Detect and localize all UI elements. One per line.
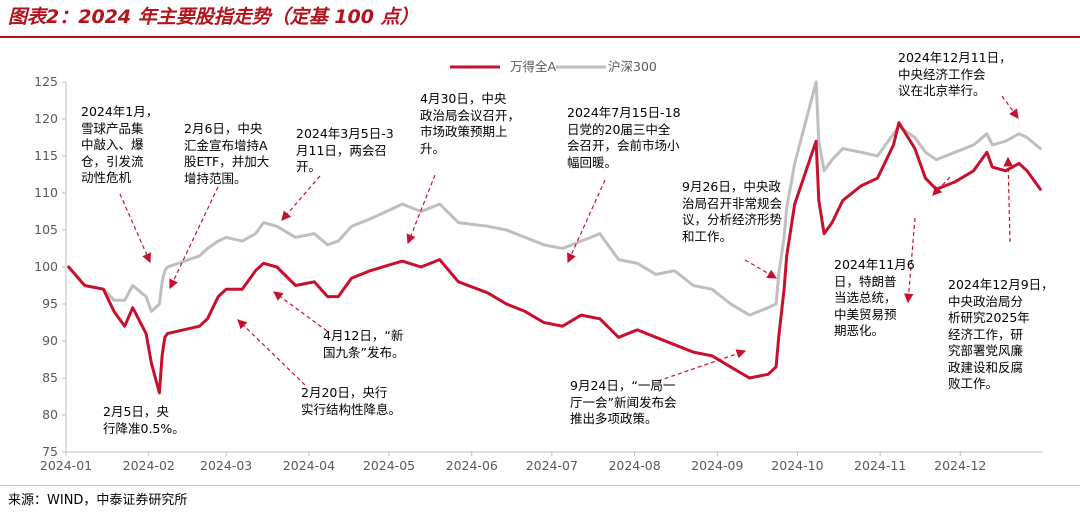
annotation-text: 2月20日，央行 实行结构性降息。 <box>301 385 402 417</box>
y-tick-label: 115 <box>34 148 58 163</box>
y-tick-label: 120 <box>34 111 58 126</box>
annotation-arrow <box>903 217 916 304</box>
annotation-arrow <box>657 349 747 382</box>
x-tick-label: 2024-12 <box>934 458 986 473</box>
y-tick-label: 90 <box>42 333 58 348</box>
legend-label: 万得全A <box>510 59 557 74</box>
annotation-arrow <box>1001 95 1019 119</box>
y-tick-label: 80 <box>42 407 58 422</box>
annotation-arrow <box>406 174 436 245</box>
annotation-arrows <box>119 95 1019 386</box>
title-divider <box>0 36 1080 38</box>
annotation-text: 2024年1月， 雪球产品集 中敲入、爆 仓，引发流 动性危机 <box>81 104 159 185</box>
annotation-text: 2024年12月9日， 中央政治局分 析研究2025年 经济工作，研 究部署党风… <box>948 277 1054 391</box>
y-tick-label: 105 <box>34 222 58 237</box>
series-line-wande-all-a <box>67 121 1042 395</box>
x-tick-label: 2024-02 <box>123 458 175 473</box>
x-tick-label: 2024-03 <box>200 458 252 473</box>
annotation-arrow <box>273 291 328 332</box>
x-tick-label: 2024-11 <box>854 458 906 473</box>
annotation-text: 2024年7月15日-18 日党的20届三中全 会召开，会前市场小 幅回暖。 <box>567 105 681 170</box>
x-tick-label: 2024-08 <box>608 458 660 473</box>
x-tick-label: 2024-10 <box>771 458 823 473</box>
chart-legend: 万得全A 沪深300 <box>450 59 657 74</box>
annotation-arrow <box>1003 156 1013 243</box>
y-tick-label: 100 <box>34 259 58 274</box>
chart-title: 图表2：2024 年主要股指走势（定基 100 点） <box>8 6 419 28</box>
annotation-arrow <box>169 186 219 290</box>
annotation-text: 2月6日，中央 汇金宣布增持A 股ETF，并加大 增持范围。 <box>184 121 270 186</box>
annotation-text: 2024年12月11日， 中央经济工作会 议在北京举行。 <box>898 50 1012 98</box>
y-tick-label: 95 <box>42 296 58 311</box>
annotation-text: 4月12日，“新 国九条”发布。 <box>323 328 405 360</box>
annotation-arrow <box>237 319 306 386</box>
x-tick-label: 2024-05 <box>363 458 415 473</box>
annotation-text: 2024年3月5日-3 月11日，两会召 开。 <box>296 126 394 174</box>
x-tick-label: 2024-01 <box>40 458 92 473</box>
annotation-text: 2024年11月6 日，特朗普 当选总统， 中美贸易预 期恶化。 <box>834 257 915 338</box>
annotation-arrow <box>567 179 606 264</box>
annotation-text: 9月24日，“一局一 厅一会”新闻发布会 推出多项政策。 <box>570 378 677 426</box>
y-tick-label: 125 <box>34 74 58 89</box>
annotation-text: 4月30日，中央 政治局会议召开， 市场政策预期上 升。 <box>420 91 521 156</box>
source-divider <box>0 485 1080 486</box>
annotation-arrow <box>281 175 321 221</box>
chart-source: 来源：WIND，中泰证券研究所 <box>8 493 188 508</box>
legend-label: 沪深300 <box>608 59 657 74</box>
annotation-text: 2月5日，央 行降准0.5%。 <box>103 404 185 436</box>
y-tick-label: 85 <box>42 370 58 385</box>
y-tick-label: 110 <box>34 185 58 200</box>
chart-axes: 75 80 85 90 95 100 105 110 115 120 125 2024-01 2024-… <box>34 74 1043 473</box>
index-line-chart: 75 80 85 90 95 100 105 110 115 120 125 2024-01 2024-… <box>34 59 1043 473</box>
x-tick-label: 2024-06 <box>446 458 498 473</box>
annotation-arrow <box>119 193 152 264</box>
x-tick-label: 2024-09 <box>691 458 743 473</box>
series-layer <box>67 80 1042 395</box>
y-tick-label: 75 <box>42 444 58 459</box>
x-tick-label: 2024-04 <box>283 458 335 473</box>
annotation-text: 9月26日，中央政 治局召开非常规会 议，分析经济形势 和工作。 <box>682 179 783 244</box>
annotation-arrow <box>744 259 778 279</box>
x-tick-label: 2024-07 <box>526 458 578 473</box>
